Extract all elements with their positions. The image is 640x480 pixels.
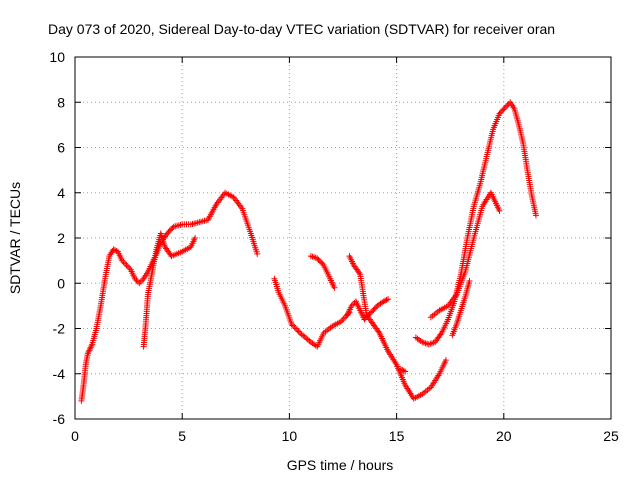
y-tick-label: 2 xyxy=(57,230,65,246)
plot-frame xyxy=(74,56,612,420)
data-point xyxy=(124,263,131,270)
series-track-10 xyxy=(449,277,473,339)
y-tick-label: 4 xyxy=(57,185,65,201)
data-point xyxy=(371,305,378,312)
data-point xyxy=(169,225,176,232)
data-point xyxy=(370,306,377,313)
data-point xyxy=(318,259,325,266)
data-point xyxy=(137,278,144,285)
data-point xyxy=(165,229,172,236)
data-point xyxy=(136,280,143,287)
tick-labels: 0 5 10 15 20 25 -6 -4 -2 0 2 4 6 8 10 xyxy=(49,49,619,444)
data-point xyxy=(496,207,503,214)
y-tick-label: -6 xyxy=(53,411,66,427)
series-track-4 xyxy=(307,253,338,291)
y-tick-label: 8 xyxy=(57,94,65,110)
y-tick-label: -4 xyxy=(53,366,66,382)
data-point xyxy=(400,367,407,374)
y-tick-label: 6 xyxy=(57,140,65,156)
data-point xyxy=(122,260,129,267)
data-point xyxy=(442,357,449,364)
x-tick-label: 10 xyxy=(282,428,298,444)
data-point xyxy=(501,105,508,112)
data-point xyxy=(164,230,171,237)
data-point xyxy=(291,323,298,330)
y-tick-label: 10 xyxy=(49,49,65,65)
data-point xyxy=(192,235,199,241)
data-point xyxy=(166,227,173,234)
data-point xyxy=(319,260,326,267)
data-point xyxy=(500,106,507,113)
data-point xyxy=(383,296,390,303)
series-track-8 xyxy=(412,99,539,348)
data-point xyxy=(361,316,368,323)
data-point xyxy=(532,212,539,219)
data-point xyxy=(402,368,409,375)
data-point xyxy=(499,107,506,114)
data-point xyxy=(466,277,473,284)
x-tick-label: 20 xyxy=(496,428,512,444)
data-point xyxy=(315,256,322,263)
series-track-3 xyxy=(271,275,353,350)
x-tick-label: 5 xyxy=(178,428,186,444)
chart-title: Day 073 of 2020, Sidereal Day-to-day VTE… xyxy=(48,21,555,37)
data-point xyxy=(497,109,504,116)
data-point xyxy=(168,226,175,233)
series-track-6 xyxy=(346,253,449,402)
grid-lines xyxy=(75,57,611,419)
data-marks xyxy=(78,99,539,404)
series-track-1 xyxy=(78,189,261,404)
data-point xyxy=(385,296,392,303)
x-tick-label: 15 xyxy=(389,428,405,444)
data-point xyxy=(316,258,323,265)
data-point xyxy=(314,255,321,262)
data-point xyxy=(340,315,347,322)
x-tick-label: 25 xyxy=(603,428,619,444)
data-point xyxy=(254,250,261,257)
series-track-9 xyxy=(427,189,503,321)
x-axis-label: GPS time / hours xyxy=(287,457,394,473)
x-tick-label: 0 xyxy=(71,428,79,444)
data-point xyxy=(295,328,302,335)
data-point xyxy=(292,325,299,332)
series-track-7 xyxy=(397,366,409,375)
y-tick-label: -2 xyxy=(53,321,66,337)
data-point xyxy=(331,284,338,291)
series-track-2 xyxy=(140,230,199,350)
data-point xyxy=(496,110,503,117)
y-tick-label: 0 xyxy=(57,275,65,291)
y-axis-label: SDTVAR / TECUs xyxy=(7,182,23,294)
data-point xyxy=(123,262,130,269)
data-point xyxy=(294,327,301,334)
data-point xyxy=(369,308,376,315)
